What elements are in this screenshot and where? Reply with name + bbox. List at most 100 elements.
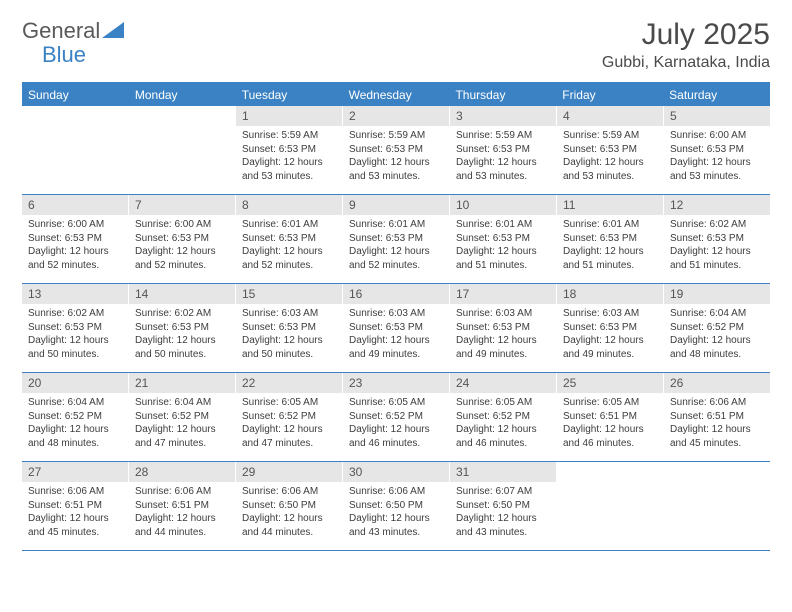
calendar-day-empty <box>664 462 770 550</box>
day-number: 23 <box>343 373 449 393</box>
calendar-day: 21Sunrise: 6:04 AMSunset: 6:52 PMDayligh… <box>129 373 236 461</box>
calendar-day: 14Sunrise: 6:02 AMSunset: 6:53 PMDayligh… <box>129 284 236 372</box>
calendar-day: 16Sunrise: 6:03 AMSunset: 6:53 PMDayligh… <box>343 284 450 372</box>
calendar-day: 26Sunrise: 6:06 AMSunset: 6:51 PMDayligh… <box>664 373 770 461</box>
calendar-day: 3Sunrise: 5:59 AMSunset: 6:53 PMDaylight… <box>450 106 557 194</box>
day-content: Sunrise: 6:00 AMSunset: 6:53 PMDaylight:… <box>664 126 770 189</box>
calendar-day: 4Sunrise: 5:59 AMSunset: 6:53 PMDaylight… <box>557 106 664 194</box>
calendar-day: 29Sunrise: 6:06 AMSunset: 6:50 PMDayligh… <box>236 462 343 550</box>
location: Gubbi, Karnataka, India <box>602 54 770 72</box>
day-content: Sunrise: 6:03 AMSunset: 6:53 PMDaylight:… <box>450 304 556 367</box>
calendar-day: 28Sunrise: 6:06 AMSunset: 6:51 PMDayligh… <box>129 462 236 550</box>
day-content: Sunrise: 6:06 AMSunset: 6:51 PMDaylight:… <box>22 482 128 545</box>
day-number: 10 <box>450 195 556 215</box>
day-number: 15 <box>236 284 342 304</box>
calendar-day: 7Sunrise: 6:00 AMSunset: 6:53 PMDaylight… <box>129 195 236 283</box>
day-number: 6 <box>22 195 128 215</box>
day-content: Sunrise: 6:03 AMSunset: 6:53 PMDaylight:… <box>343 304 449 367</box>
day-content: Sunrise: 6:03 AMSunset: 6:53 PMDaylight:… <box>557 304 663 367</box>
brand-logo: General <box>22 18 124 44</box>
day-number: 27 <box>22 462 128 482</box>
day-content: Sunrise: 6:06 AMSunset: 6:51 PMDaylight:… <box>664 393 770 456</box>
day-content: Sunrise: 5:59 AMSunset: 6:53 PMDaylight:… <box>236 126 342 189</box>
day-number: 21 <box>129 373 235 393</box>
dow-cell: Saturday <box>663 84 770 106</box>
day-content: Sunrise: 6:00 AMSunset: 6:53 PMDaylight:… <box>129 215 235 278</box>
day-number: 11 <box>557 195 663 215</box>
day-content: Sunrise: 6:06 AMSunset: 6:50 PMDaylight:… <box>343 482 449 545</box>
day-content: Sunrise: 6:05 AMSunset: 6:52 PMDaylight:… <box>450 393 556 456</box>
day-number: 20 <box>22 373 128 393</box>
day-number: 7 <box>129 195 235 215</box>
calendar-week: 20Sunrise: 6:04 AMSunset: 6:52 PMDayligh… <box>22 373 770 462</box>
calendar-day: 23Sunrise: 6:05 AMSunset: 6:52 PMDayligh… <box>343 373 450 461</box>
brand-name-part2: Blue <box>42 42 86 68</box>
day-content: Sunrise: 5:59 AMSunset: 6:53 PMDaylight:… <box>343 126 449 189</box>
header: General July 2025 Gubbi, Karnataka, Indi… <box>22 18 770 72</box>
day-number: 26 <box>664 373 770 393</box>
calendar-day: 5Sunrise: 6:00 AMSunset: 6:53 PMDaylight… <box>664 106 770 194</box>
day-number: 8 <box>236 195 342 215</box>
calendar-day-empty <box>22 106 129 194</box>
day-content: Sunrise: 6:01 AMSunset: 6:53 PMDaylight:… <box>557 215 663 278</box>
day-number: 2 <box>343 106 449 126</box>
day-number: 22 <box>236 373 342 393</box>
day-number: 14 <box>129 284 235 304</box>
day-content: Sunrise: 6:04 AMSunset: 6:52 PMDaylight:… <box>129 393 235 456</box>
day-number: 4 <box>557 106 663 126</box>
calendar-day: 9Sunrise: 6:01 AMSunset: 6:53 PMDaylight… <box>343 195 450 283</box>
day-content: Sunrise: 6:02 AMSunset: 6:53 PMDaylight:… <box>129 304 235 367</box>
calendar-day-empty <box>557 462 664 550</box>
day-number: 13 <box>22 284 128 304</box>
day-content: Sunrise: 6:04 AMSunset: 6:52 PMDaylight:… <box>22 393 128 456</box>
day-number: 12 <box>664 195 770 215</box>
day-number: 16 <box>343 284 449 304</box>
day-content: Sunrise: 6:01 AMSunset: 6:53 PMDaylight:… <box>343 215 449 278</box>
day-content: Sunrise: 6:01 AMSunset: 6:53 PMDaylight:… <box>236 215 342 278</box>
day-number: 18 <box>557 284 663 304</box>
calendar-day: 12Sunrise: 6:02 AMSunset: 6:53 PMDayligh… <box>664 195 770 283</box>
calendar-week: 27Sunrise: 6:06 AMSunset: 6:51 PMDayligh… <box>22 462 770 551</box>
day-content: Sunrise: 5:59 AMSunset: 6:53 PMDaylight:… <box>450 126 556 189</box>
day-number: 9 <box>343 195 449 215</box>
calendar-day-empty <box>129 106 236 194</box>
month-title: July 2025 <box>602 18 770 52</box>
calendar: SundayMondayTuesdayWednesdayThursdayFrid… <box>22 82 770 551</box>
calendar-day: 20Sunrise: 6:04 AMSunset: 6:52 PMDayligh… <box>22 373 129 461</box>
calendar-day: 24Sunrise: 6:05 AMSunset: 6:52 PMDayligh… <box>450 373 557 461</box>
calendar-week: 6Sunrise: 6:00 AMSunset: 6:53 PMDaylight… <box>22 195 770 284</box>
calendar-day: 31Sunrise: 6:07 AMSunset: 6:50 PMDayligh… <box>450 462 557 550</box>
dow-cell: Tuesday <box>236 84 343 106</box>
title-block: July 2025 Gubbi, Karnataka, India <box>602 18 770 72</box>
day-content: Sunrise: 6:05 AMSunset: 6:52 PMDaylight:… <box>343 393 449 456</box>
day-content: Sunrise: 6:06 AMSunset: 6:51 PMDaylight:… <box>129 482 235 545</box>
day-content: Sunrise: 6:03 AMSunset: 6:53 PMDaylight:… <box>236 304 342 367</box>
calendar-day: 18Sunrise: 6:03 AMSunset: 6:53 PMDayligh… <box>557 284 664 372</box>
day-number: 19 <box>664 284 770 304</box>
day-content: Sunrise: 6:01 AMSunset: 6:53 PMDaylight:… <box>450 215 556 278</box>
day-number: 17 <box>450 284 556 304</box>
day-number: 29 <box>236 462 342 482</box>
day-content: Sunrise: 6:02 AMSunset: 6:53 PMDaylight:… <box>22 304 128 367</box>
day-content: Sunrise: 6:04 AMSunset: 6:52 PMDaylight:… <box>664 304 770 367</box>
day-number: 30 <box>343 462 449 482</box>
day-number: 25 <box>557 373 663 393</box>
brand-triangle-icon <box>102 22 124 40</box>
calendar-day: 27Sunrise: 6:06 AMSunset: 6:51 PMDayligh… <box>22 462 129 550</box>
day-content: Sunrise: 6:07 AMSunset: 6:50 PMDaylight:… <box>450 482 556 545</box>
dow-cell: Friday <box>556 84 663 106</box>
day-number: 31 <box>450 462 556 482</box>
calendar-body: 1Sunrise: 5:59 AMSunset: 6:53 PMDaylight… <box>22 106 770 551</box>
dow-cell: Monday <box>129 84 236 106</box>
day-number <box>557 462 663 482</box>
dow-cell: Thursday <box>449 84 556 106</box>
dow-cell: Wednesday <box>343 84 450 106</box>
calendar-day: 19Sunrise: 6:04 AMSunset: 6:52 PMDayligh… <box>664 284 770 372</box>
day-of-week-header: SundayMondayTuesdayWednesdayThursdayFrid… <box>22 84 770 106</box>
brand-name-part1: General <box>22 18 100 44</box>
calendar-day: 15Sunrise: 6:03 AMSunset: 6:53 PMDayligh… <box>236 284 343 372</box>
day-content: Sunrise: 6:06 AMSunset: 6:50 PMDaylight:… <box>236 482 342 545</box>
calendar-day: 30Sunrise: 6:06 AMSunset: 6:50 PMDayligh… <box>343 462 450 550</box>
calendar-day: 13Sunrise: 6:02 AMSunset: 6:53 PMDayligh… <box>22 284 129 372</box>
day-number <box>129 106 235 126</box>
